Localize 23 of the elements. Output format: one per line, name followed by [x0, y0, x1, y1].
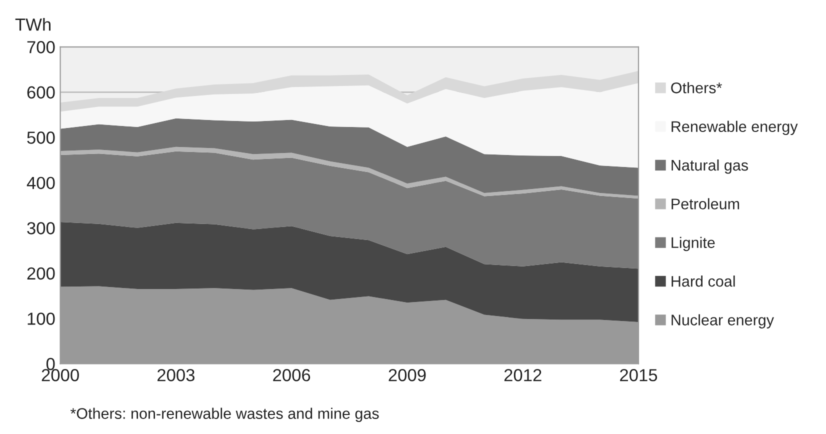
y-tick-label: 0	[46, 358, 55, 370]
legend-label: Petroleum	[672, 198, 740, 210]
legend-label: Natural gas	[672, 159, 748, 174]
x-tick-label: 2000	[42, 369, 79, 382]
x-tick-label: 2012	[504, 369, 542, 382]
y-tick-label: 100	[28, 312, 55, 325]
legend-label: Lignite	[672, 236, 715, 252]
y-tick-label: 400	[26, 176, 55, 190]
legend-label: Others*	[671, 82, 722, 94]
y-tick-label: 600	[27, 86, 55, 99]
legend-label: Nuclear energy	[672, 314, 774, 328]
x-tick-label: 2009	[388, 369, 426, 382]
y-tick-label: 200	[27, 267, 55, 280]
y-tick-label: 500	[27, 132, 55, 144]
x-tick-label: 2015	[620, 369, 658, 382]
y-tick-label: 300	[27, 222, 55, 234]
text: *Others: non-renewable wastes and mine gas	[70, 408, 379, 422]
x-tick-label: 2003	[158, 369, 194, 382]
y-tick-label: 700	[27, 41, 55, 54]
x-tick-label: 2006	[273, 369, 310, 382]
legend-label: Hard coal	[672, 276, 735, 287]
legend-label: Renewable energy	[672, 120, 798, 136]
y-axis-title: TWh	[15, 18, 50, 31]
